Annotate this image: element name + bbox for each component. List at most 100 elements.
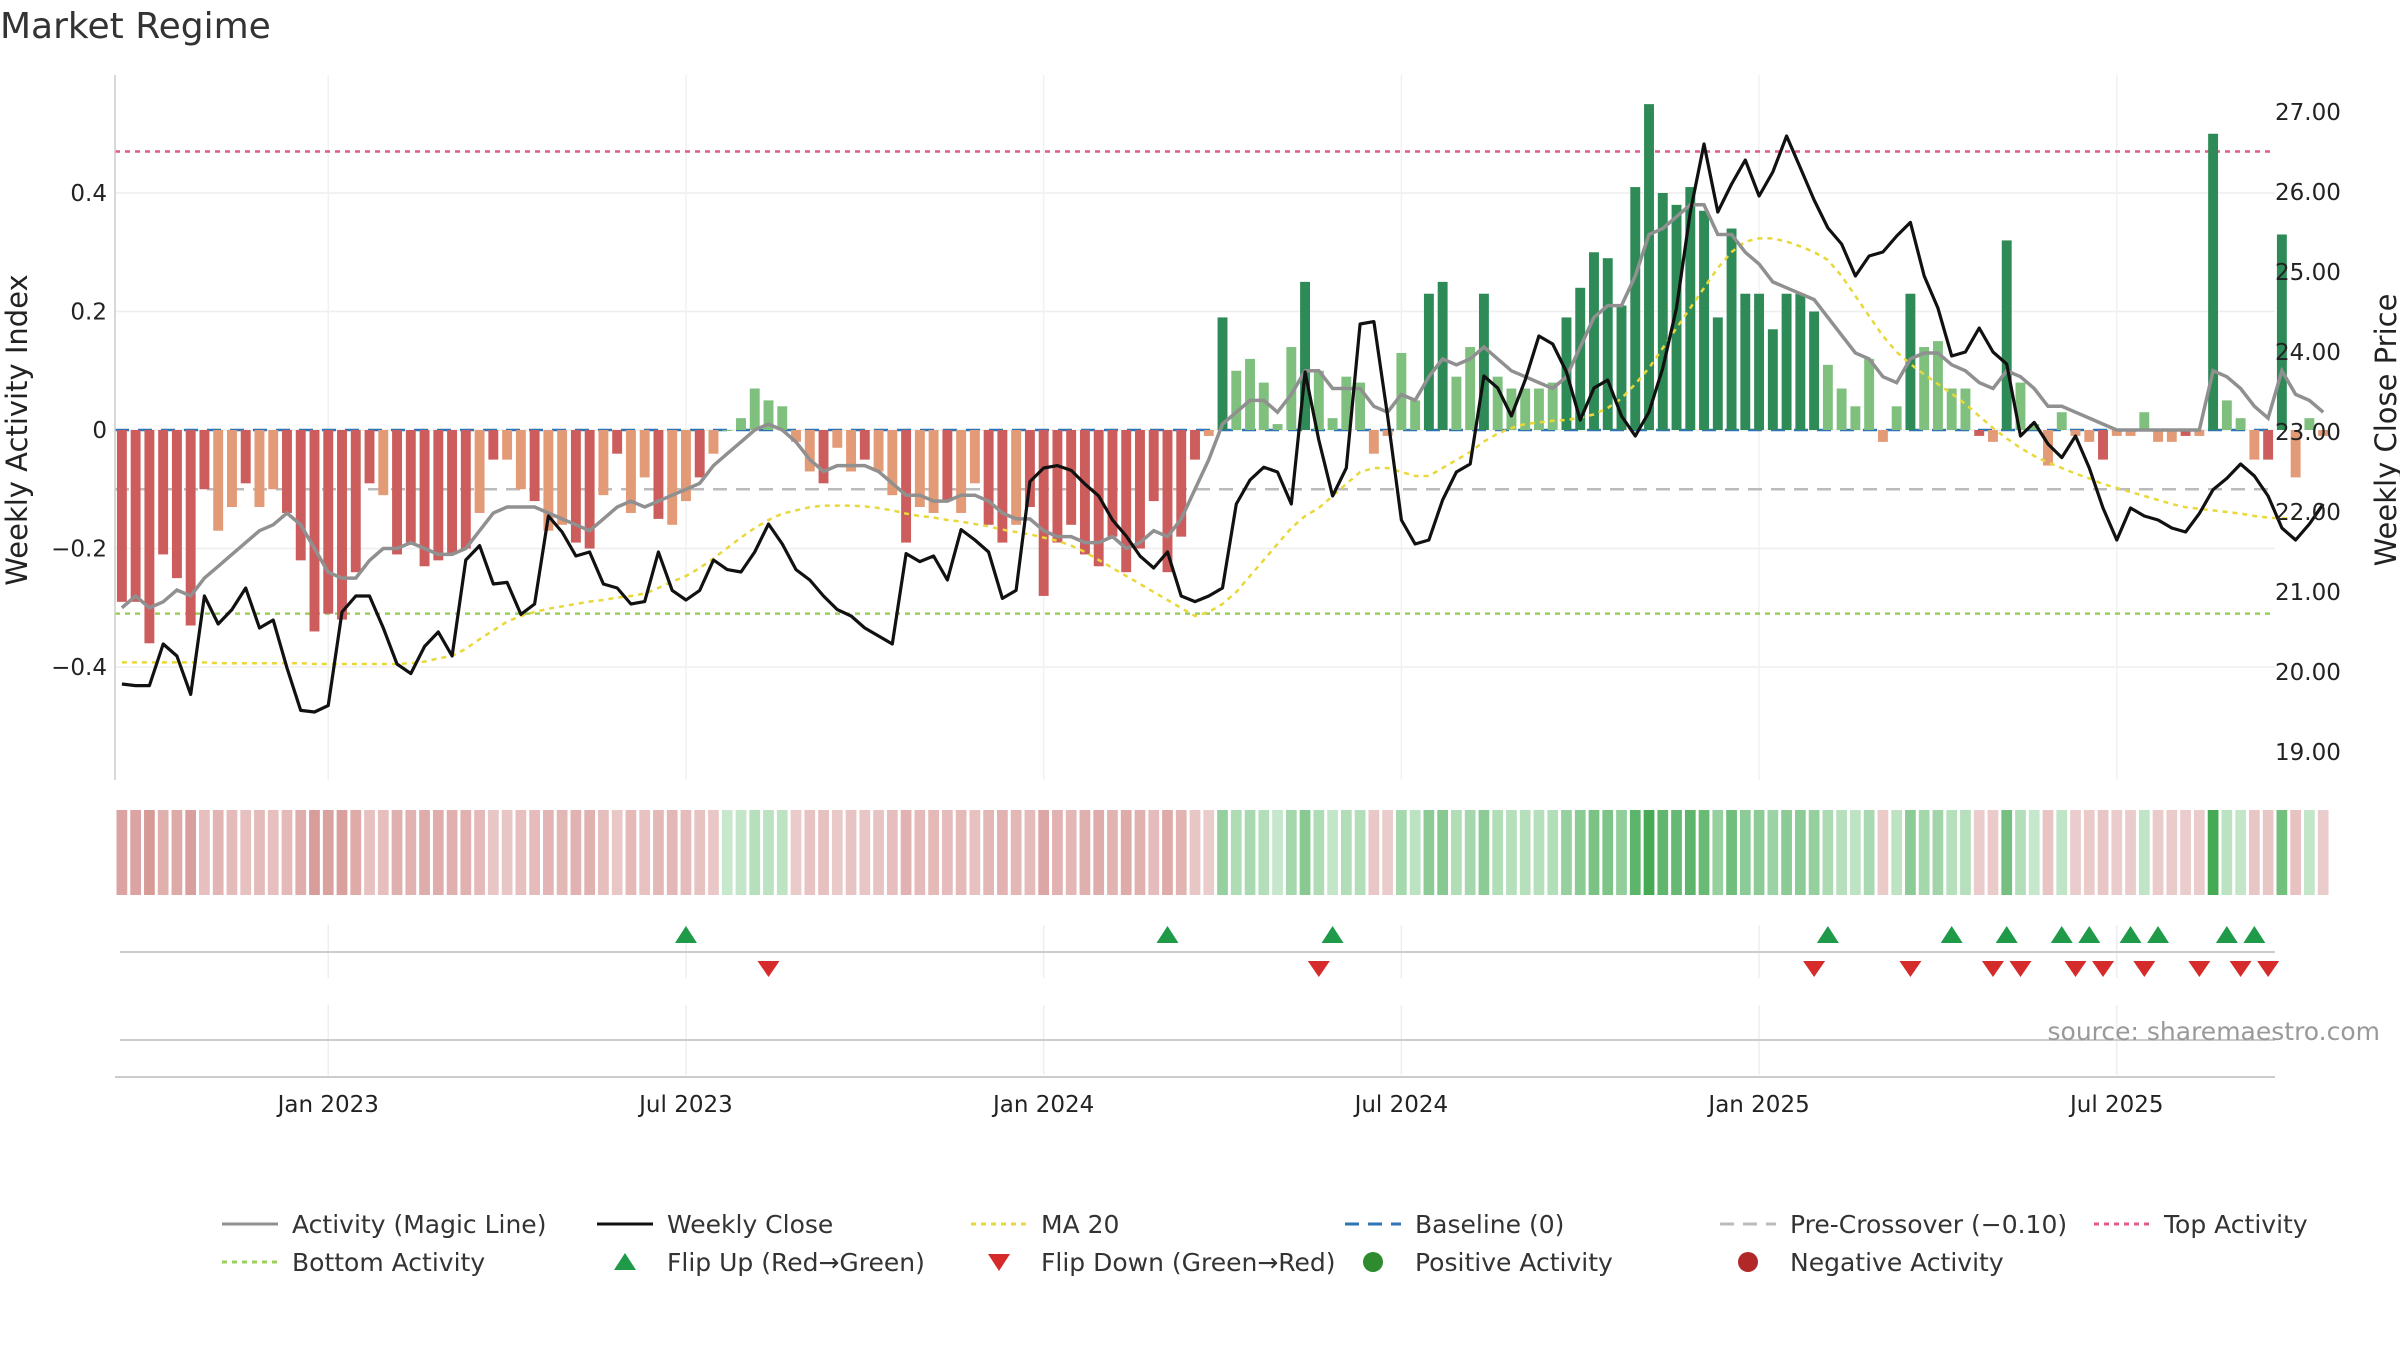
activity-bar <box>1822 364 1833 430</box>
regime-cell <box>405 810 417 895</box>
regime-cell <box>1932 810 1944 895</box>
regime-cell <box>680 810 692 895</box>
activity-bar <box>1121 430 1132 573</box>
regime-cell <box>955 810 967 895</box>
regime-cell <box>1616 810 1627 895</box>
activity-bar <box>983 430 994 525</box>
regime-strip <box>116 810 2329 895</box>
activity-bar <box>1533 388 1544 430</box>
activity-bar <box>1203 430 1214 436</box>
activity-bar <box>213 430 224 531</box>
regime-cell <box>2304 810 2315 895</box>
series-lines <box>120 134 2325 714</box>
regime-cell <box>1382 810 1393 895</box>
activity-bar <box>1988 430 1998 442</box>
activity-bar <box>1795 293 1806 430</box>
activity-bar <box>364 430 375 484</box>
activity-bar <box>268 430 279 490</box>
regime-cell <box>1822 810 1834 895</box>
flip-down-marker <box>2257 961 2280 977</box>
regime-cell <box>116 810 128 895</box>
regime-cell <box>2193 810 2205 895</box>
activity-bar <box>474 430 485 513</box>
activity-bar <box>2263 430 2274 460</box>
regime-cell <box>1863 810 1875 895</box>
flip-down-marker <box>1981 961 2004 977</box>
activity-bar <box>460 430 471 549</box>
activity-bar <box>130 430 141 602</box>
legend-label: MA 20 <box>1041 1210 1119 1239</box>
activity-bar <box>2249 430 2260 460</box>
regime-cell <box>515 810 527 895</box>
activity-bar <box>791 430 801 442</box>
activity-bar <box>914 430 925 508</box>
regime-cell <box>859 810 871 895</box>
flip-down-marker <box>2064 961 2087 977</box>
x-tick-label: Jan 2025 <box>1706 1092 1809 1118</box>
regime-cell <box>1918 810 1930 895</box>
legend-label: Flip Up (Red→Green) <box>667 1248 925 1277</box>
activity-bar <box>295 430 306 561</box>
regime-cell <box>1258 810 1270 895</box>
regime-cell <box>776 810 788 895</box>
activity-bar <box>928 430 939 513</box>
regime-cell <box>653 810 664 895</box>
activity-bar <box>598 430 609 496</box>
regime-cell <box>144 810 155 895</box>
regime-cell <box>1272 810 1283 895</box>
legend-label: Top Activity <box>2163 1210 2308 1239</box>
activity-bar <box>1313 370 1324 430</box>
regime-cell <box>2111 810 2123 895</box>
regime-cell <box>845 810 857 895</box>
regime-cell <box>1340 810 1352 895</box>
activity-bar <box>171 430 182 579</box>
regime-cell <box>1602 810 1614 895</box>
activity-bar <box>1602 258 1613 430</box>
activity-bar <box>1657 193 1668 430</box>
regime-cell <box>831 810 843 895</box>
regime-cell <box>2001 810 2013 895</box>
activity-bar <box>777 406 788 430</box>
activity-bar <box>1891 406 1902 430</box>
source-note: source: sharemaestro.com <box>2048 1017 2381 1046</box>
activity-bar <box>804 430 815 472</box>
activity-bar <box>502 430 513 460</box>
activity-bar <box>1492 376 1503 430</box>
activity-bar <box>763 400 774 430</box>
activity-bar <box>1754 293 1765 430</box>
flip-up-marker <box>1321 926 1344 943</box>
regime-cell <box>1162 810 1173 895</box>
activity-bar <box>1506 388 1517 430</box>
regime-cell <box>969 810 981 895</box>
regime-cell <box>543 810 554 895</box>
flip-down-marker <box>2133 961 2156 977</box>
activity-bar <box>818 430 829 484</box>
flip-up-marker <box>2050 926 2073 943</box>
regime-cell <box>1836 810 1847 895</box>
activity-bar <box>1726 228 1737 430</box>
regime-cell <box>928 810 939 895</box>
regime-cell <box>2097 810 2109 895</box>
activity-bar <box>956 430 967 513</box>
activity-bar <box>1355 382 1366 430</box>
regime-cell <box>1120 810 1132 895</box>
regime-cell <box>1629 810 1641 895</box>
activity-bars <box>116 104 2329 644</box>
regime-cell <box>1739 810 1751 895</box>
flip-up-marker <box>2119 926 2142 943</box>
regime-cell <box>1217 810 1228 895</box>
regime-cell <box>1973 810 1985 895</box>
regime-cell <box>1946 810 1958 895</box>
regime-cell <box>1781 810 1792 895</box>
activity-bar <box>2194 430 2205 436</box>
regime-cell <box>130 810 142 895</box>
activity-bar <box>873 430 884 472</box>
regime-cell <box>281 810 293 895</box>
regime-cell <box>598 810 609 895</box>
activity-bar <box>309 430 320 632</box>
flip-up-marker <box>2243 926 2266 943</box>
activity-bar <box>653 430 664 519</box>
regime-cell <box>1327 810 1338 895</box>
regime-cell <box>804 810 816 895</box>
activity-bar <box>1809 311 1820 430</box>
